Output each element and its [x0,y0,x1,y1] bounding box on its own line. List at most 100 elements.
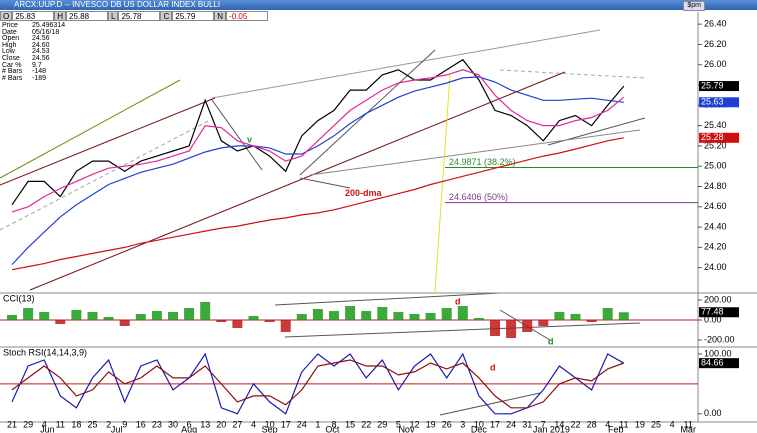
x-tick-label: 17 [281,419,291,429]
cci-bar [554,312,565,320]
x-tick-label: 22 [570,419,580,429]
y-tick-label: 100.00 [704,348,732,358]
cci-bar [151,311,162,320]
cci-bar [216,320,227,322]
info-value: 25.496314 [32,22,66,29]
cci-bar [506,320,517,338]
x-tick-label: 13 [200,419,210,429]
y-tick-label: 200.00 [704,294,732,304]
info-row: Price 25.496314 [2,22,66,30]
trendline [0,97,216,186]
quote-label: O [0,11,13,21]
info-value: -148 [32,68,47,76]
info-value: 24.56 [32,54,50,62]
x-tick-label: 24 [297,419,307,429]
x-tick-label: 29 [377,419,387,429]
info-label: # Bars [2,68,23,76]
info-row: Open 24.56 [2,35,65,43]
series-line [11,76,624,266]
x-tick-label: 31 [522,419,532,429]
y-tick-label: 26.00 [704,59,727,69]
trendline [309,129,641,176]
cci-bar [312,309,323,320]
x-tick-label: 11 [56,419,65,429]
button[interactable]: $pm [683,1,705,11]
y-tick-label: 24.60 [704,201,727,211]
quote-label: C [160,11,173,21]
panel-title: Stoch RSI(14,14,3,9) [3,347,87,357]
cci-bar [345,306,356,320]
cci-bar [23,308,34,320]
x-tick-label: 17 [490,419,500,429]
cci-bar [55,320,66,324]
trendline [499,69,646,79]
cci-bar [329,311,339,320]
cci-bar [168,312,178,320]
y-tick-label: 24.80 [704,181,727,191]
series-line [11,352,625,415]
cci-bar [473,318,484,320]
cci-bar [135,314,146,320]
trendline [439,392,541,416]
x-tick-label: 22 [361,419,371,429]
trendline [299,177,351,189]
cci-bar [425,313,436,320]
value-box [699,307,739,318]
info-label: High [2,41,17,49]
cci-bar [264,320,275,322]
cci-bar [586,320,597,322]
info-box: Price 25.496314 Date 05/16/18 Open 24.56 High 2… [2,22,66,83]
x-tick-label: 11 [619,419,628,429]
series-line [11,359,625,409]
x-tick-label: 25 [87,419,97,429]
x-tick-label: 10 [265,419,275,429]
value-box [699,81,739,92]
panel-borders [0,12,757,423]
x-tick-label: 10 [474,419,484,429]
cci-bar [490,320,500,336]
month-label: Nov [398,424,415,433]
info-label: Price [2,22,18,29]
y-tick-label: -200.00 [704,334,735,344]
quote-bar: O 25.83 H 25.88 L 25.78 C 25.79 N -0.05 [0,11,269,21]
trendline [0,79,181,179]
y-tick-label: 24.20 [704,242,727,252]
trendline [211,99,263,171]
quote-label: H [54,11,67,21]
cci-bar [393,312,404,320]
x-tick-label: 25 [651,419,661,429]
trendline [434,74,451,293]
x-tick-label: 6 [187,419,192,429]
x-tick-label: 3 [460,419,465,429]
trendline [211,29,601,99]
x-tick-label: 7 [541,419,546,429]
cci-bar [39,312,50,320]
x-tick-label: 19 [635,419,645,429]
x-tick-label: 4 [251,419,256,429]
x-tick-label: 19 [426,419,436,429]
x-tick-label: 9 [122,419,127,429]
quote-value: 25.88 [66,11,109,21]
x-tick-label: 24 [506,419,516,429]
series-line [11,137,624,271]
x-tick-label: 4 [605,419,610,429]
value-box-label: 25.63 [701,97,724,107]
y-tick-label: 0.00 [704,408,722,418]
y-tick-label: 25.40 [704,120,727,130]
value-box-label: 25.28 [701,132,724,142]
info-row: Low 24.53 [2,49,65,56]
x-tick-label: 18 [71,419,81,429]
quote-label: L [108,11,119,21]
quote-label: N [214,11,227,21]
cci-bar [7,315,17,320]
x-tick-label: 16 [136,419,146,429]
month-label: Jun [40,424,55,433]
quote-value: 25.79 [172,11,215,21]
value-box-label: 84.66 [701,358,724,368]
month-label: Aug [181,424,197,433]
month-label: Dec [471,424,488,433]
cci-bar [361,311,372,320]
x-tick-label: 11 [684,419,693,429]
x-tick-label: 21 [7,419,17,429]
